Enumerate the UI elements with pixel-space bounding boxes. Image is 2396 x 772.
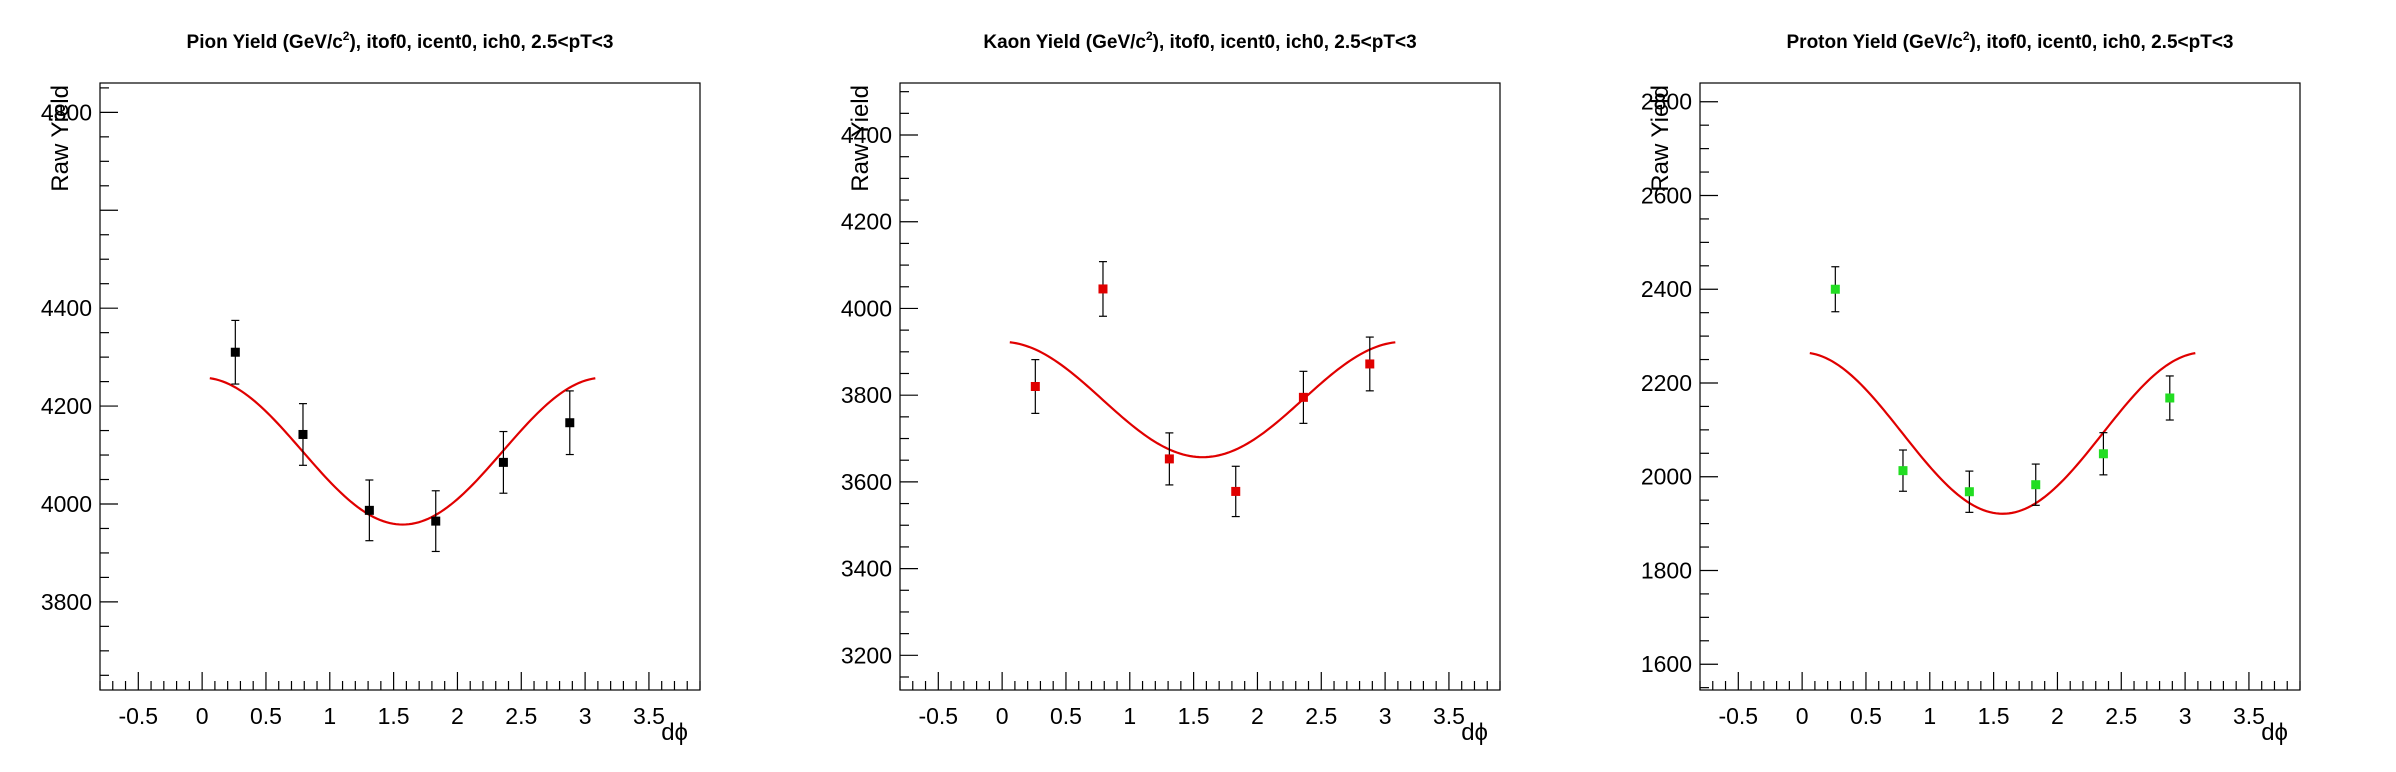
x-tick-label: 3.5 (633, 703, 665, 729)
data-point (1098, 284, 1108, 294)
x-tick-label: 1.5 (1178, 703, 1210, 729)
y-tick-label: 4400 (841, 122, 892, 148)
chart-title: Pion Yield (GeV/c2), itof0, icent0, ich0… (187, 29, 614, 53)
chart-panel-1: Pion Yield (GeV/c2), itof0, icent0, ich0… (41, 29, 701, 746)
data-point (2098, 449, 2108, 459)
y-tick-label: 2400 (1641, 276, 1692, 302)
data-point (2031, 480, 2041, 490)
y-tick-label: 3600 (841, 469, 892, 495)
y-tick-label: 1600 (1641, 651, 1692, 677)
x-axis-label: dϕ (2261, 719, 2288, 746)
data-point (1830, 284, 1840, 294)
chart-title-main: Pion Yield (GeV/c (187, 32, 344, 53)
x-tick-label: 0.5 (1050, 703, 1082, 729)
y-tick-label: 4800 (41, 99, 92, 125)
x-tick-label: 0 (1796, 703, 1809, 729)
x-tick-label: 2.5 (2105, 703, 2137, 729)
x-tick-label: 0.5 (1850, 703, 1882, 729)
x-tick-label: 2 (1251, 703, 1264, 729)
y-tick-label: 4200 (41, 393, 92, 419)
chart-panel-2: Kaon Yield (GeV/c2), itof0, icent0, ich0… (841, 29, 1501, 746)
x-tick-label: -0.5 (918, 703, 958, 729)
chart-panel-3: Proton Yield (GeV/c2), itof0, icent0, ic… (1641, 29, 2301, 746)
data-point (1231, 486, 1241, 496)
x-axis-label: dϕ (661, 719, 688, 746)
y-tick-label: 2800 (1641, 89, 1692, 115)
y-tick-label: 3200 (841, 642, 892, 668)
data-point (1964, 487, 1974, 497)
x-tick-label: 2.5 (505, 703, 537, 729)
data-point (1164, 454, 1174, 464)
y-tick-label: 4000 (41, 491, 92, 517)
y-tick-label: 3800 (41, 589, 92, 615)
plot-frame (1699, 82, 2301, 691)
x-axis-label: dϕ (1461, 719, 1488, 746)
y-tick-label: 2200 (1641, 370, 1692, 396)
y-tick-label: 3800 (841, 382, 892, 408)
x-tick-label: 2 (451, 703, 464, 729)
y-axis-label: Raw Yield (1647, 85, 1674, 192)
y-tick-label: 2000 (1641, 464, 1692, 490)
chart-title-rest: ), itof0, icent0, ich0, 2.5<pT<3 (349, 32, 613, 53)
y-tick-label: 4400 (41, 295, 92, 321)
chart-title-main: Kaon Yield (GeV/c (983, 32, 1146, 53)
data-point (1030, 382, 1040, 391)
y-axis-label: Raw Yield (47, 85, 74, 192)
data-point (364, 505, 374, 515)
x-tick-label: 1 (1123, 703, 1136, 729)
chart-title-sup: 2 (1963, 29, 1970, 43)
chart-title-rest: ), itof0, icent0, ich0, 2.5<pT<3 (1970, 32, 2234, 53)
chart-title: Proton Yield (GeV/c2), itof0, icent0, ic… (1787, 29, 2234, 53)
x-tick-label: 0 (996, 703, 1009, 729)
x-tick-label: 1.5 (1978, 703, 2010, 729)
plot-frame (99, 82, 701, 691)
data-point (1898, 466, 1908, 476)
x-tick-label: 0.5 (250, 703, 282, 729)
y-tick-label: 1800 (1641, 557, 1692, 583)
chart-title-sup: 2 (343, 29, 350, 43)
chart-title-rest: ), itof0, icent0, ich0, 2.5<pT<3 (1153, 32, 1417, 53)
fit-curve (1809, 352, 2196, 515)
data-point (230, 347, 240, 357)
data-point (2165, 393, 2175, 403)
x-tick-label: 1 (323, 703, 336, 729)
x-tick-label: -0.5 (1718, 703, 1758, 729)
x-tick-label: 0 (196, 703, 209, 729)
x-tick-label: 3.5 (1433, 703, 1465, 729)
data-point (1298, 392, 1308, 402)
chart-title: Kaon Yield (GeV/c2), itof0, icent0, ich0… (983, 29, 1416, 53)
data-point (565, 418, 575, 428)
chart-title-main: Proton Yield (GeV/c (1787, 32, 1964, 53)
x-tick-label: 3.5 (2233, 703, 2265, 729)
fit-curve (209, 377, 596, 526)
x-tick-label: 1.5 (378, 703, 410, 729)
data-point (298, 429, 308, 439)
plot-frame (899, 82, 1501, 691)
x-tick-label: 2.5 (1305, 703, 1337, 729)
x-tick-label: -0.5 (118, 703, 158, 729)
y-tick-label: 3400 (841, 556, 892, 582)
y-tick-label: 4000 (841, 295, 892, 321)
data-point (498, 457, 508, 467)
y-tick-label: 4200 (841, 209, 892, 235)
x-tick-label: 2 (2051, 703, 2064, 729)
data-point (1365, 359, 1375, 369)
y-axis-label: Raw Yield (847, 85, 874, 192)
x-tick-label: 3 (2179, 703, 2192, 729)
y-tick-label: 2600 (1641, 182, 1692, 208)
x-tick-label: 3 (579, 703, 592, 729)
x-tick-label: 3 (1379, 703, 1392, 729)
x-tick-label: 1 (1923, 703, 1936, 729)
data-point (431, 516, 441, 526)
fit-curve (1009, 341, 1396, 459)
chart-title-sup: 2 (1146, 29, 1153, 43)
